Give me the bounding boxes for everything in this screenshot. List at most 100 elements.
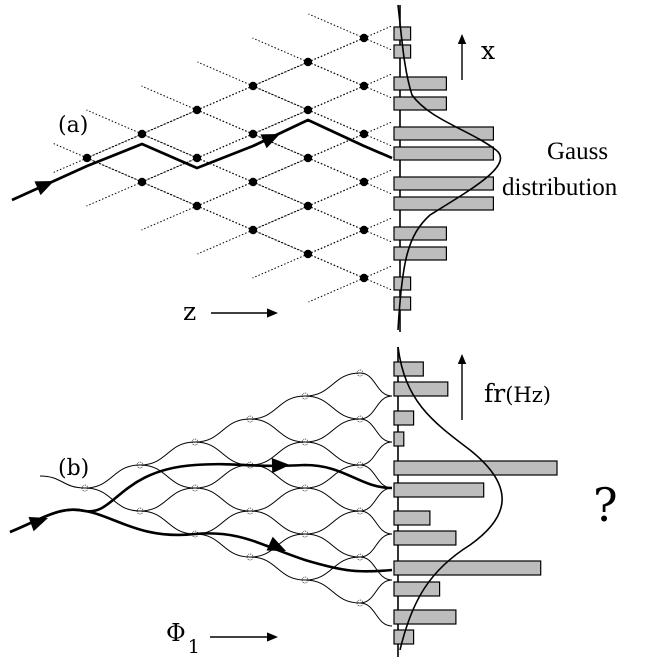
lattice-link xyxy=(141,181,198,207)
lattice-node xyxy=(192,105,202,115)
lattice-link xyxy=(252,133,309,159)
lattice-link xyxy=(252,229,309,255)
lattice-link xyxy=(307,205,364,231)
histogram-bar xyxy=(393,482,485,498)
lattice-link xyxy=(307,181,364,207)
lattice-link xyxy=(196,157,253,183)
histogram-bar xyxy=(393,510,431,526)
lattice-link xyxy=(197,133,254,159)
histogram-bar xyxy=(393,609,457,625)
lattice-node xyxy=(82,153,92,163)
unknown-distribution-mark: ? xyxy=(593,478,618,532)
lattice-link xyxy=(197,109,254,135)
wave-segment xyxy=(304,418,361,443)
wave-segment xyxy=(304,372,361,397)
wave-segment xyxy=(139,441,196,466)
lattice-link xyxy=(308,109,365,135)
lattice-link xyxy=(307,85,364,111)
lattice-node xyxy=(192,201,202,211)
wave-crossing xyxy=(301,484,309,492)
lattice-link xyxy=(307,133,364,159)
lattice-link xyxy=(308,37,365,63)
lattice-link xyxy=(141,205,198,231)
histogram-bar xyxy=(393,530,457,546)
lattice-link xyxy=(197,157,254,183)
wave-crossing xyxy=(356,461,364,469)
x-axis-label: x xyxy=(481,36,496,65)
zigzag-path xyxy=(11,118,393,202)
histogram-bar xyxy=(393,460,558,476)
histogram-bar xyxy=(393,431,405,447)
wave-crossing xyxy=(356,415,364,423)
z-axis-label: z xyxy=(183,297,197,326)
wave-segment xyxy=(139,487,196,512)
lattice-link xyxy=(141,109,198,135)
histogram-bar xyxy=(393,176,495,191)
lattice-link xyxy=(308,229,365,255)
lattice-link xyxy=(86,109,143,135)
wave-segment xyxy=(249,418,306,443)
histogram-bar xyxy=(393,381,449,397)
wave-segment xyxy=(359,602,393,627)
lattice-nodes-a xyxy=(82,33,369,283)
histogram-bar xyxy=(393,296,412,311)
lattice-link xyxy=(308,181,365,207)
wave-segment xyxy=(304,441,361,466)
lattice-link xyxy=(141,85,198,111)
lattice-link xyxy=(197,85,254,111)
lattice-node xyxy=(137,129,147,139)
wave-segment xyxy=(359,533,393,558)
lattice-link xyxy=(307,157,364,183)
lattice-link xyxy=(196,109,253,135)
lattice-link xyxy=(363,217,393,231)
lattice-link xyxy=(308,61,365,87)
wave-segment xyxy=(194,418,251,443)
lattice-link xyxy=(307,37,364,63)
z-arrow-head xyxy=(267,308,278,318)
lattice-link xyxy=(141,133,198,159)
lattice-link xyxy=(141,157,198,183)
wave-segment xyxy=(359,510,393,535)
lattice-link xyxy=(196,205,253,231)
lattice-link xyxy=(141,133,198,159)
wave-crossing xyxy=(81,484,89,492)
lattice-link xyxy=(308,85,365,111)
lattice-link xyxy=(363,37,393,51)
lattice-link xyxy=(252,109,309,135)
wave-crossing xyxy=(301,438,309,446)
lattice-link xyxy=(307,253,364,279)
wave-crossing xyxy=(191,484,199,492)
x-arrow-head xyxy=(457,34,467,44)
lattice-link xyxy=(252,61,309,87)
wave-segment xyxy=(359,556,393,581)
lattice-node xyxy=(359,81,369,91)
lattice-link xyxy=(196,181,253,207)
wave-crossing xyxy=(191,438,199,446)
lattice-link xyxy=(252,157,309,183)
lattice-link xyxy=(141,109,198,135)
lattice-node xyxy=(303,201,313,211)
wave-segment xyxy=(304,487,361,512)
lattice-link xyxy=(197,181,254,207)
wave-segment xyxy=(39,475,86,489)
distribution-curve-b xyxy=(397,346,503,651)
lattice-link xyxy=(53,157,88,173)
lattice-node xyxy=(303,105,313,115)
wave-segment xyxy=(304,579,361,604)
lattice-node xyxy=(248,129,258,139)
lattice-node xyxy=(248,177,258,187)
wave-crossing xyxy=(136,461,144,469)
wave-segment xyxy=(359,441,393,466)
lattice-link xyxy=(252,85,309,111)
histogram-bar xyxy=(393,196,495,211)
lattice-link xyxy=(308,205,365,231)
wave-segment xyxy=(359,579,393,604)
lattice-link xyxy=(308,253,365,279)
phi-subscript: 1 xyxy=(187,636,200,658)
lattice-link xyxy=(86,133,143,159)
histogram-b xyxy=(393,347,558,657)
lattice-link xyxy=(363,277,393,291)
lattice-link xyxy=(363,73,393,87)
lattice-link xyxy=(252,133,309,159)
